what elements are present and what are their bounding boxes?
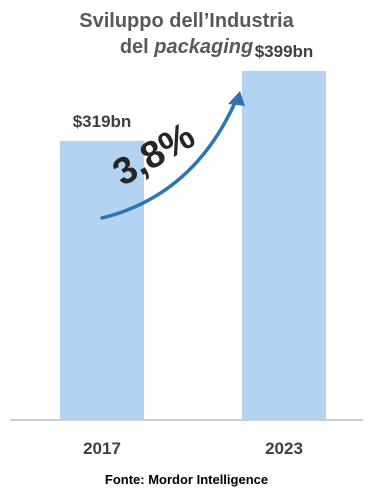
title-italic: packaging — [154, 36, 254, 58]
data-label-2023: $399bn — [255, 42, 314, 61]
growth-arrowhead — [228, 91, 245, 106]
data-label-2017: $319bn — [73, 112, 132, 131]
growth-arrow — [100, 96, 239, 220]
x-tick-label-2017: 2017 — [83, 439, 121, 458]
bar-2023 — [242, 70, 326, 420]
bar-2017 — [60, 140, 144, 420]
chart-title-line1: Sviluppo dell’Industria — [79, 10, 294, 32]
x-tick-label-2023: 2023 — [265, 439, 303, 458]
source-note: Fonte: Mordor Intelligence — [104, 472, 269, 487]
chart-title-line2: del packaging — [0, 34, 373, 60]
title-prefix: del — [119, 36, 155, 58]
chart-title: Sviluppo dell’Industria del packaging — [0, 8, 373, 60]
